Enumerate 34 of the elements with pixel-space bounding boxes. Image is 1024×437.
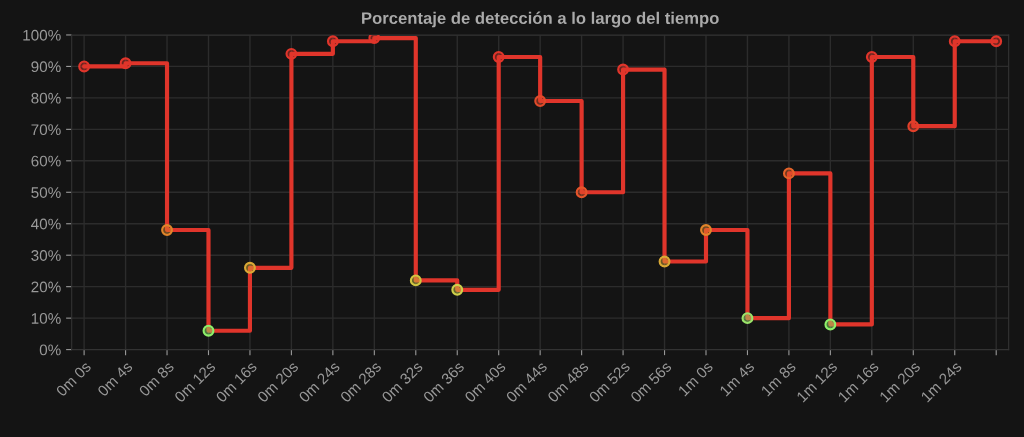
x-tick-label: 0m 36s (422, 360, 465, 403)
x-tick-label: 0m 4s (96, 360, 134, 397)
y-tick-label: 80% (31, 92, 61, 104)
x-tick-label: 0m 20s (256, 360, 299, 403)
y-tick-label: 90% (31, 61, 61, 73)
x-tick-label: 1m 20s (878, 360, 921, 403)
x-tick-label: 0m 24s (298, 360, 341, 403)
x-tick-label: 1m 4s (719, 360, 755, 397)
x-tick-label: 1m 0s (677, 360, 714, 397)
x-tick-label: 0m 52s (588, 360, 631, 403)
x-tick-label: 1m 8s (760, 360, 797, 397)
x-tick-label: 0m 8s (138, 360, 175, 397)
y-tick-label: 60% (31, 155, 61, 167)
x-tick-label: 0m 16s (215, 360, 258, 403)
chart-title: Porcentaje de detección a lo largo del tiempo (362, 11, 719, 28)
x-tick-label: 0m 32s (381, 360, 424, 403)
y-tick-label: 40% (31, 218, 61, 230)
y-tick-label: 30% (31, 250, 61, 261)
x-tick-label: 0m 48s (546, 360, 590, 403)
y-tick-label: 50% (31, 187, 61, 198)
x-tick-label: 1m 12s (796, 360, 838, 403)
x-tick-label: 0m 12s (173, 360, 217, 403)
x-tick-label: 0m 0s (55, 360, 92, 397)
y-tick-label: 10% (31, 313, 61, 324)
y-tick-label: 0% (39, 344, 61, 356)
x-tick-label: 0m 44s (505, 360, 548, 403)
x-tick-label: 1m 24s (920, 360, 963, 403)
x-tick-label: 0m 40s (463, 360, 507, 403)
y-tick-label: 100% (23, 29, 61, 41)
y-tick-label: 20% (31, 281, 61, 293)
y-tick-label: 70% (31, 124, 61, 136)
x-tick-label: 1m 16s (837, 360, 880, 403)
x-tick-label: 0m 56s (629, 360, 673, 403)
x-tick-label: 0m 28s (339, 360, 382, 403)
